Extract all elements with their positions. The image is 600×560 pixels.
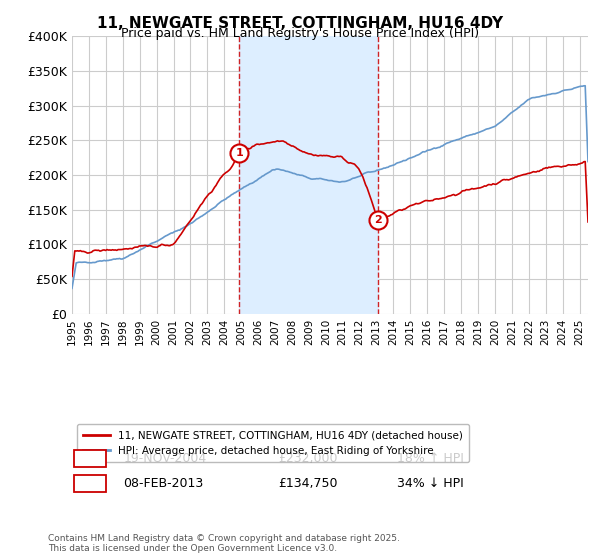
Text: £134,750: £134,750: [278, 477, 338, 491]
Text: 2: 2: [85, 477, 94, 491]
Text: 18% ↑ HPI: 18% ↑ HPI: [397, 452, 464, 465]
Text: 19-NOV-2004: 19-NOV-2004: [124, 452, 207, 465]
Bar: [239, 36, 378, 314]
Text: 11, NEWGATE STREET, COTTINGHAM, HU16 4DY: 11, NEWGATE STREET, COTTINGHAM, HU16 4DY: [97, 16, 503, 31]
FancyBboxPatch shape: [74, 475, 106, 492]
Text: 08-FEB-2013: 08-FEB-2013: [124, 477, 204, 491]
FancyBboxPatch shape: [74, 450, 106, 468]
Text: 1: 1: [235, 148, 243, 158]
Text: Price paid vs. HM Land Registry's House Price Index (HPI): Price paid vs. HM Land Registry's House …: [121, 27, 479, 40]
Text: 1: 1: [85, 452, 94, 465]
Text: Contains HM Land Registry data © Crown copyright and database right 2025.
This d: Contains HM Land Registry data © Crown c…: [48, 534, 400, 553]
Text: 34% ↓ HPI: 34% ↓ HPI: [397, 477, 464, 491]
Text: £232,000: £232,000: [278, 452, 338, 465]
Text: 2: 2: [374, 215, 382, 225]
Legend: 11, NEWGATE STREET, COTTINGHAM, HU16 4DY (detached house), HPI: Average price, d: 11, NEWGATE STREET, COTTINGHAM, HU16 4DY…: [77, 424, 469, 462]
